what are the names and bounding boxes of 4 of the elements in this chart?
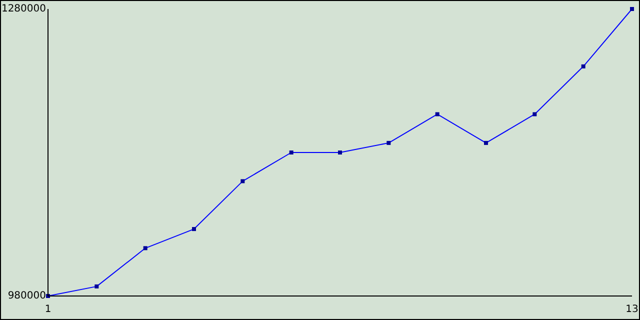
x-tick-label: 1	[44, 304, 52, 315]
x-tick-label: 13	[626, 304, 638, 315]
y-tick-label: 1280000	[1, 4, 46, 14]
y-tick-label: 980000	[8, 290, 46, 302]
